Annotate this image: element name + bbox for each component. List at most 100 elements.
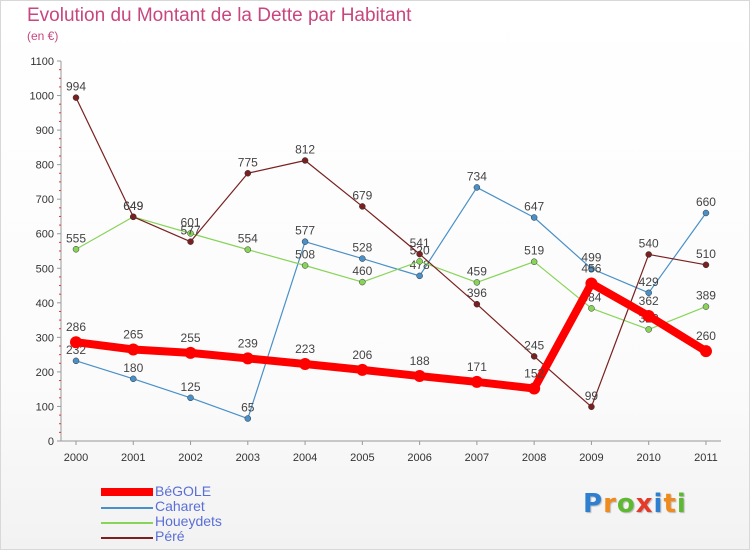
data-point-bgole: [528, 382, 541, 395]
data-point-caharet: [244, 415, 252, 422]
data-point-houeydets: [416, 258, 423, 265]
data-point-pr: [359, 203, 366, 210]
data-point-houeydets: [187, 230, 194, 237]
y-tick-label: 1100: [30, 56, 54, 68]
data-point-caharet: [72, 357, 80, 365]
data-point-pr: [530, 353, 538, 360]
data-label-houeydets: 601: [181, 215, 201, 229]
data-label-bgole: 265: [123, 327, 143, 341]
y-tick-label: 800: [36, 160, 54, 172]
data-point-caharet: [588, 265, 595, 272]
legend-swatch-begole: [101, 488, 153, 496]
data-point-caharet: [301, 238, 309, 245]
data-point-pr: [588, 403, 595, 411]
x-tick-label: 2004: [293, 452, 317, 464]
y-tick-label: 100: [36, 401, 54, 413]
data-label-pr: 541: [410, 236, 430, 250]
data-label-pr: 396: [467, 286, 487, 300]
data-point-caharet: [530, 214, 538, 221]
data-point-houeydets: [588, 305, 595, 312]
data-point-houeydets: [359, 278, 366, 286]
data-point-pr: [645, 251, 652, 258]
data-label-bgole: 255: [181, 331, 201, 345]
x-tick-label: 2003: [236, 452, 260, 464]
data-label-bgole: 456: [581, 261, 601, 275]
data-label-houeydets: 508: [295, 248, 315, 262]
proxiti-logo: Proxiti: [583, 489, 687, 519]
data-label-caharet: 577: [295, 224, 315, 238]
data-point-caharet: [473, 184, 481, 191]
data-label-pr: 245: [524, 338, 544, 352]
data-point-houeydets: [72, 246, 80, 253]
x-tick-label: 2009: [579, 452, 603, 464]
x-tick-label: 2010: [636, 452, 660, 464]
data-label-bgole: 188: [410, 354, 430, 368]
data-label-caharet: 65: [241, 401, 255, 415]
data-label-houeydets: 649: [123, 199, 143, 213]
legend-swatch-pere: [101, 537, 153, 539]
data-point-pr: [702, 261, 710, 269]
data-label-caharet: 180: [123, 361, 143, 375]
data-label-caharet: 478: [410, 258, 430, 272]
data-point-caharet: [130, 375, 137, 383]
logo-letter: t: [663, 489, 677, 519]
data-label-bgole: 239: [238, 336, 258, 350]
x-tick-label: 2011: [694, 452, 718, 464]
data-label-pr: 510: [696, 247, 716, 261]
data-point-caharet: [645, 289, 652, 297]
legend-label-pere: Péré: [155, 528, 185, 544]
logo-letter: i: [653, 489, 664, 519]
data-label-houeydets: 519: [524, 244, 544, 258]
data-label-pr: 99: [585, 389, 599, 403]
y-tick-label: 700: [36, 194, 54, 206]
data-label-pr: 577: [181, 224, 201, 238]
y-tick-label: 900: [36, 125, 54, 137]
series-line-bgole: [72, 279, 710, 393]
data-label-houeydets: 389: [696, 289, 716, 303]
data-label-houeydets: 554: [238, 232, 258, 246]
data-label-bgole: 223: [295, 342, 315, 356]
data-label-houeydets: 520: [410, 243, 430, 257]
x-tick-label: 2002: [178, 452, 202, 464]
data-point-houeydets: [244, 246, 252, 253]
data-label-caharet: 528: [352, 241, 372, 255]
data-point-pr: [301, 157, 309, 164]
data-label-bgole: 206: [352, 348, 372, 362]
data-point-bgole: [699, 345, 712, 358]
data-label-caharet: 660: [696, 195, 716, 209]
data-point-pr: [416, 250, 423, 258]
legend-label-begole: BéGOLE: [155, 483, 212, 499]
data-label-pr: 812: [295, 142, 315, 156]
chart-title: Evolution du Montant de la Dette par Hab…: [27, 5, 412, 26]
data-point-pr: [72, 94, 80, 101]
x-tick-label: 2007: [465, 452, 489, 464]
x-tick-label: 2005: [350, 452, 374, 464]
series-line-pr: [75, 97, 707, 408]
series-line-houeydets: [75, 216, 707, 331]
data-point-pr: [473, 300, 481, 308]
data-label-bgole: 362: [639, 294, 659, 308]
data-point-bgole: [470, 375, 483, 388]
data-label-pr: 679: [352, 188, 372, 202]
data-point-houeydets: [301, 262, 309, 269]
logo-letter: P: [583, 489, 604, 519]
logo-letter: o: [616, 489, 636, 519]
data-label-caharet: 125: [181, 380, 201, 394]
data-point-bgole: [299, 357, 312, 370]
data-point-bgole: [127, 343, 140, 356]
data-label-bgole: 152: [524, 366, 544, 380]
data-point-bgole: [642, 309, 655, 322]
data-point-pr: [244, 170, 252, 177]
data-label-pr: 649: [123, 199, 143, 213]
x-tick-label: 2000: [64, 452, 88, 464]
data-label-caharet: 734: [467, 169, 487, 183]
y-tick-label: 200: [36, 367, 54, 379]
data-point-bgole: [241, 352, 254, 365]
data-label-caharet: 647: [524, 199, 544, 213]
y-tick-label: 400: [36, 298, 54, 310]
data-point-bgole: [70, 336, 82, 349]
data-point-caharet: [187, 394, 194, 402]
data-point-houeydets: [645, 326, 652, 333]
